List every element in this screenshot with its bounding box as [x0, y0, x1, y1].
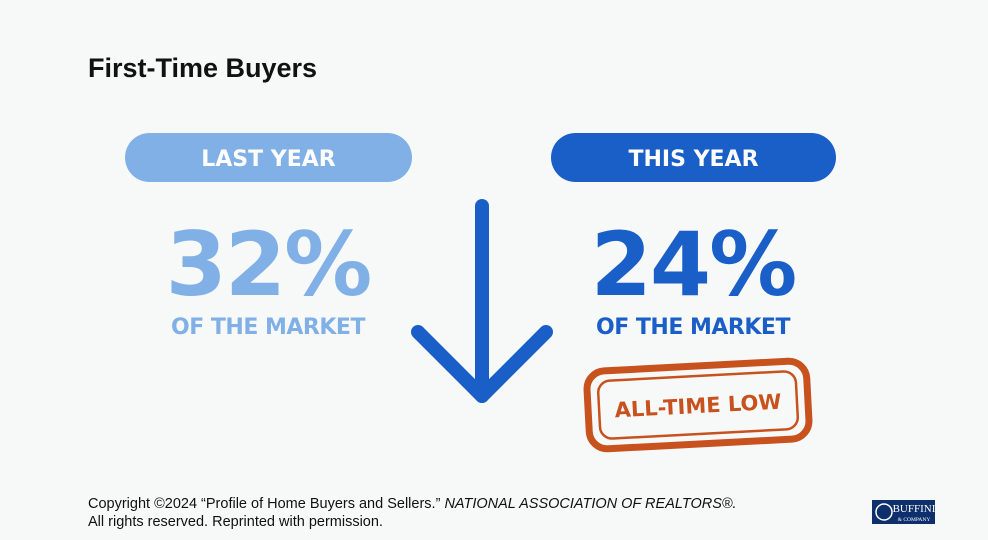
copyright-line-1: Copyright ©2024 “Profile of Home Buyers …: [88, 496, 737, 512]
this-year-pill: [551, 133, 836, 182]
down-arrow: [411, 199, 553, 403]
last-year-value: 32%: [166, 213, 371, 316]
copyright-text: Copyright ©2024 “Profile of Home Buyers …: [88, 496, 444, 512]
stamp-inner: [596, 370, 800, 440]
logo-name: BUFFINI: [893, 503, 936, 515]
copyright-source: NATIONAL ASSOCIATION OF REALTORS®.: [444, 496, 736, 512]
last-year-label: LAST YEAR: [201, 147, 336, 172]
logo-icon: [875, 503, 893, 521]
this-year-caption: OF THE MARKET: [596, 315, 790, 340]
this-year-label: THIS YEAR: [628, 147, 758, 172]
stamp-outer: [583, 357, 813, 453]
logo-sub: & COMPANY: [898, 517, 931, 523]
title: First-Time Buyers: [88, 53, 317, 83]
copyright-line-2: All rights reserved. Reprinted with perm…: [88, 514, 383, 530]
logo: BUFFINI & COMPANY: [872, 500, 936, 524]
last-year-pill: [125, 133, 412, 182]
last-year-caption: OF THE MARKET: [171, 315, 365, 340]
this-year-value: 24%: [591, 213, 796, 316]
